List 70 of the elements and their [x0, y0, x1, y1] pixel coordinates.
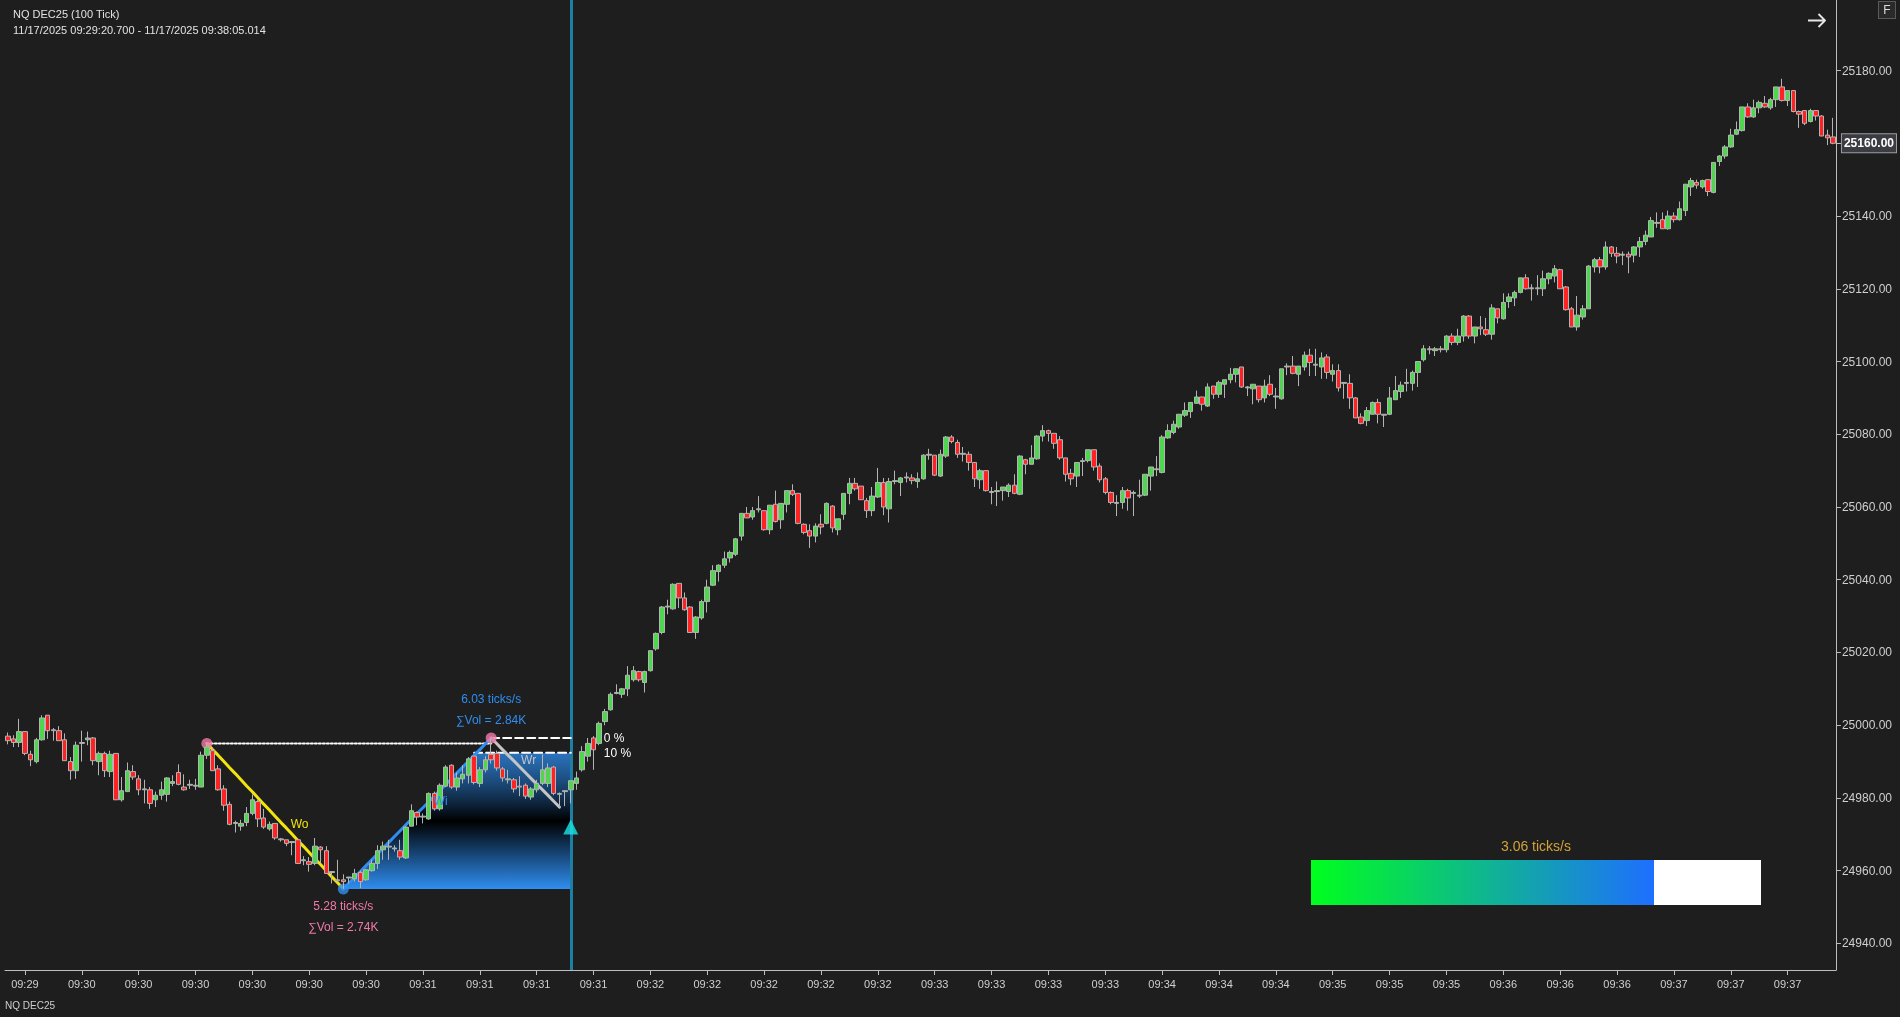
x-tick-label: 09:33	[1091, 977, 1120, 990]
x-tick-label: 09:34	[1205, 977, 1233, 990]
x-tick-label: 09:34	[1148, 977, 1176, 990]
x-tick-label: 09:32	[807, 977, 835, 990]
text: NQ DEC25	[5, 1000, 56, 1011]
x-tick-label: 09:32	[636, 977, 665, 990]
x-tick-label: 09:32	[864, 977, 892, 990]
y-tick-label: 25160.00	[1843, 136, 1895, 151]
x-tick-label: 09:30	[352, 977, 380, 990]
point	[485, 732, 497, 744]
y-tick-label: 25020.00	[1841, 645, 1893, 660]
x-tick-label: 09:29	[11, 977, 39, 990]
annotation: 6.03 ticks/s	[461, 691, 522, 706]
x-tick-label: 09:30	[124, 977, 153, 990]
x-tick-label: 09:33	[920, 977, 949, 990]
annotation: 5.28 ticks/s	[313, 898, 374, 913]
series-label: Wo	[290, 817, 309, 832]
x-tick-label: 09:37	[1773, 977, 1802, 990]
text: 0 %	[603, 730, 625, 745]
y-tick-label: 24940.00	[1841, 936, 1893, 951]
text: 10 %	[603, 745, 632, 760]
x-tick-label: 09:30	[181, 977, 210, 990]
x-tick-label: 09:33	[977, 977, 1006, 990]
x-tick-label: 09:31	[522, 977, 551, 990]
candlestick	[181, 773, 187, 792]
x-tick-label: 09:36	[1489, 977, 1518, 990]
candlestick	[562, 790, 568, 807]
annotation: ∑Vol = 2.74K	[308, 919, 379, 934]
x-tick-label: 09:37	[1660, 977, 1688, 990]
y-tick-label: 25040.00	[1841, 572, 1893, 587]
y-tick-label: 25080.00	[1841, 427, 1893, 442]
x-tick-label: 09:36	[1546, 977, 1574, 990]
candlestick	[756, 495, 761, 513]
candlestick	[608, 691, 613, 712]
x-tick-label: 09:35	[1318, 977, 1347, 990]
x-tick-label: 09:36	[1603, 977, 1631, 990]
candlestick	[79, 730, 85, 763]
text: 11/17/2025 09:29:20.700 - 11/17/2025 09:38:05.014	[13, 23, 266, 36]
y-tick-label: 25180.00	[1841, 63, 1893, 78]
series-label: Wr	[521, 753, 537, 768]
x-tick-label: 09:32	[693, 977, 722, 990]
candlestick	[653, 631, 659, 652]
x-tick-label: 09:31	[579, 977, 608, 990]
y-tick-label: 24960.00	[1841, 863, 1893, 878]
candlestick	[648, 650, 653, 673]
y-tick-label: 25060.00	[1841, 500, 1893, 514]
x-tick-label: 09:37	[1716, 977, 1745, 990]
text: NQ DEC25 (100 Tick)	[13, 7, 120, 20]
y-tick-label: 24980.00	[1841, 790, 1893, 805]
y-tick-label: 25100.00	[1841, 354, 1893, 369]
x-tick-label: 09:34	[1262, 977, 1290, 990]
x-tick-label: 09:32	[750, 977, 778, 990]
x-tick-label: 09:31	[409, 977, 437, 990]
candlestick	[602, 708, 608, 726]
point	[337, 883, 349, 895]
button: F	[1878, 1, 1896, 19]
annotation: ∑Vol = 2.84K	[456, 712, 527, 727]
x-tick-label: 09:35	[1432, 977, 1461, 990]
x-tick-label: 09:31	[466, 977, 494, 990]
point	[563, 819, 579, 835]
x-tick-label: 09:33	[1034, 977, 1063, 990]
x-tick-label: 09:30	[238, 977, 267, 990]
series-label: Wi	[433, 793, 448, 808]
y-tick-label: 25140.00	[1841, 209, 1893, 224]
x-tick-label: 09:30	[68, 977, 96, 990]
y-tick-label: 25000.00	[1841, 718, 1893, 733]
x-tick-label: 09:35	[1375, 977, 1404, 990]
y-tick-label: 25120.00	[1841, 281, 1893, 296]
annotation: 3.06 ticks/s	[1500, 838, 1572, 854]
x-tick-label: 09:30	[295, 977, 323, 990]
